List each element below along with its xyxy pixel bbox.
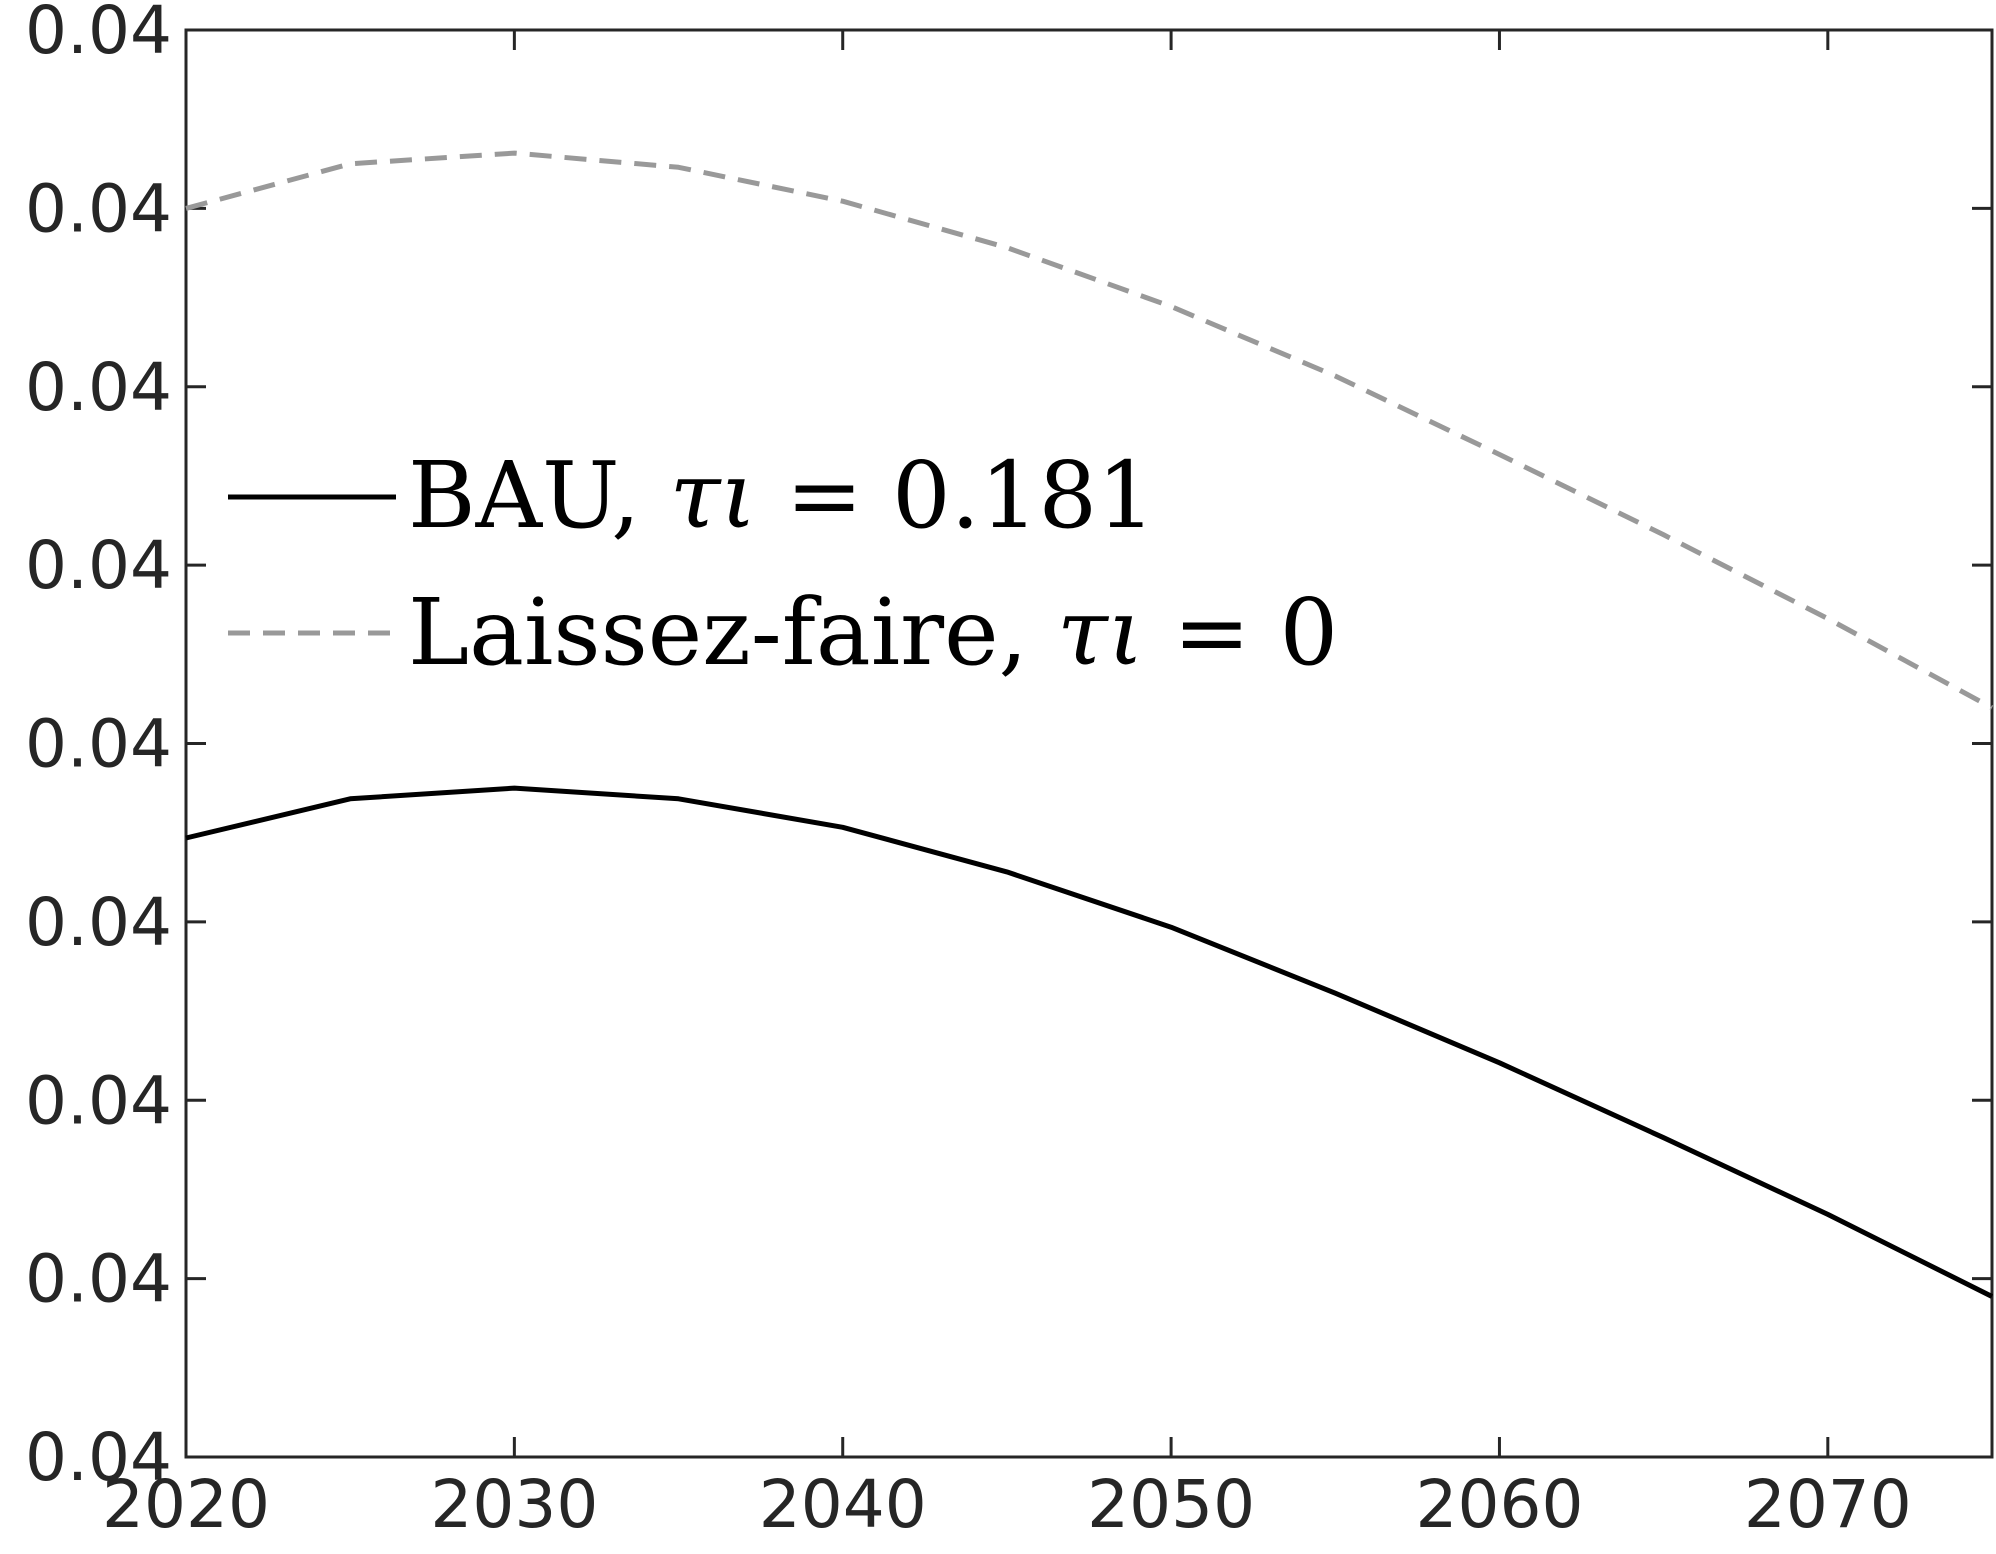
x-tick-label: 2060	[1415, 1466, 1583, 1543]
y-tick-label: 0.04	[25, 706, 172, 783]
y-tick-label: 0.04	[25, 527, 172, 604]
x-tick-label: 2040	[759, 1466, 927, 1543]
x-tick-label: 2030	[430, 1466, 598, 1543]
y-tick-label: 0.04	[25, 1419, 172, 1496]
y-tick-label: 0.04	[25, 349, 172, 426]
y-tick-label: 0.04	[25, 1241, 172, 1318]
legend: BAU, τι = 0.181 Laissez-faire, τι = 0	[228, 442, 1338, 686]
series-layer	[185, 150, 1994, 1299]
plot-area: 2020 2030 2040 2050 2060 2070 0.04 0.04 0.04 0.04…	[25, 0, 1994, 1543]
axes-box	[184, 28, 1994, 1459]
x-tick-label: 2020	[102, 1466, 270, 1543]
x-tick-label: 2070	[1744, 1466, 1912, 1543]
y-tick-label: 0.04	[25, 884, 172, 961]
series-line-laissez-faire	[185, 150, 1994, 710]
series-line-bau	[185, 785, 1994, 1299]
y-tick-label: 0.04	[25, 1062, 172, 1139]
legend-label-laissez-faire: Laissez-faire, τι = 0	[408, 579, 1338, 686]
y-tick-label: 0.04	[25, 0, 172, 69]
y-tick-label: 0.04	[25, 170, 172, 247]
legend-label-bau: BAU, τι = 0.181	[408, 442, 1156, 549]
x-tick-label: 2050	[1087, 1466, 1255, 1543]
